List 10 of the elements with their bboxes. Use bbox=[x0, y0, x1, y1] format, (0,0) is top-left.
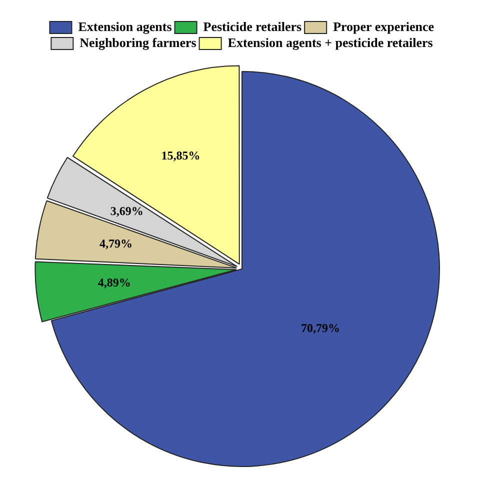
data-label: 70,79% bbox=[300, 321, 340, 336]
data-label: 15,85% bbox=[161, 148, 200, 162]
legend-label: Proper experience bbox=[333, 18, 434, 34]
data-label: 3,69% bbox=[110, 204, 144, 218]
legend-label: Neighboring farmers bbox=[80, 34, 196, 50]
data-label: 4,89% bbox=[98, 275, 131, 290]
legend-label: Extension agents + pesticide retailers bbox=[228, 34, 433, 50]
legend-label: Pesticide retailers bbox=[203, 18, 302, 34]
data-label: 4,79% bbox=[100, 236, 132, 251]
legend-label: Extension agents bbox=[78, 18, 172, 34]
